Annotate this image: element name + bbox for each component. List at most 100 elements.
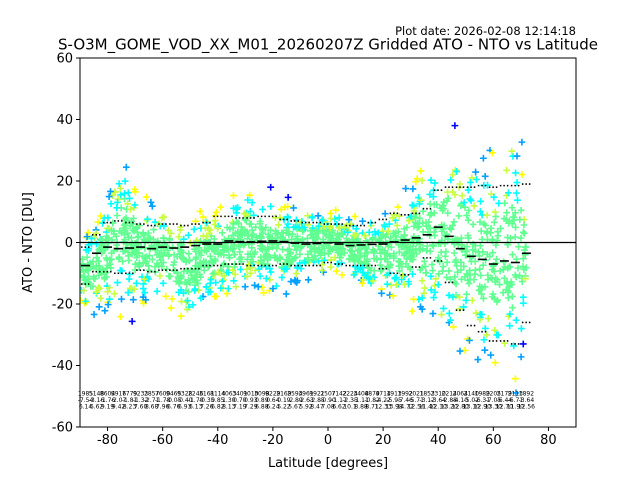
bin-stat-means: 0.85 xyxy=(211,397,225,404)
bin-stat-counts: 9010 xyxy=(243,391,258,398)
scatter-point xyxy=(488,235,496,243)
scatter-point xyxy=(352,225,360,233)
scatter-point xyxy=(381,210,389,218)
scatter-point xyxy=(467,258,475,265)
scatter-point xyxy=(105,284,113,292)
bin-stat-means: 0.19 xyxy=(277,397,291,404)
scatter-point xyxy=(232,283,240,291)
scatter-point xyxy=(296,250,304,258)
bin-stat-sigmas: 6.24 xyxy=(266,404,280,411)
scatter-point xyxy=(199,213,207,221)
bin-stat-means: -0.40 xyxy=(177,397,193,404)
scatter-point xyxy=(177,312,185,320)
scatter-point xyxy=(129,226,137,234)
scatter-point xyxy=(430,294,438,302)
scatter-point xyxy=(462,296,470,304)
scatter-point xyxy=(247,269,254,277)
bin-stat-counts: 4714 xyxy=(375,391,390,398)
scatter-point xyxy=(384,227,392,235)
scatter-point xyxy=(501,274,508,282)
scatter-point xyxy=(450,218,458,226)
scatter-point xyxy=(386,252,394,260)
scatter-point xyxy=(493,331,501,339)
bin-stat-sigmas: 8.23 xyxy=(123,404,137,411)
scatter-point xyxy=(97,294,105,302)
scatter-point xyxy=(117,191,125,199)
scatter-point xyxy=(420,289,428,297)
scatter-point xyxy=(145,266,153,274)
x-tick-label: -40 xyxy=(207,433,228,448)
scatter-point xyxy=(312,255,320,263)
scatter-point xyxy=(512,255,520,263)
scatter-point xyxy=(249,258,257,266)
bin-stat-sigmas: 5.67 xyxy=(288,404,302,411)
scatter-point xyxy=(177,286,185,294)
scatter-point xyxy=(113,212,121,219)
bin-stat-sigmas: 7.08 xyxy=(321,404,335,411)
scatter-point xyxy=(275,221,282,229)
bin-stat-sigmas: 13.10 xyxy=(463,404,480,411)
scatter-point xyxy=(217,203,224,211)
scatter-point xyxy=(131,249,139,257)
y-tick-label: 40 xyxy=(56,113,73,128)
scatter-point xyxy=(401,281,408,288)
scatter-point xyxy=(417,196,425,204)
scatter-point xyxy=(417,167,425,175)
scatter-point xyxy=(257,234,265,242)
scatter-point xyxy=(394,203,402,211)
x-axis-label: Latitude [degrees] xyxy=(268,456,388,471)
scatter-point xyxy=(453,262,461,270)
scatter-point xyxy=(196,208,204,215)
scatter-point xyxy=(332,206,340,214)
bin-stat-counts: 2224 xyxy=(342,391,357,398)
bin-stat-sigmas: 12.80 xyxy=(452,404,469,411)
bin-stat-means: -2.63 xyxy=(298,397,314,404)
scatter-point xyxy=(147,198,155,206)
scatter-point xyxy=(206,252,214,260)
scatter-point xyxy=(519,263,527,270)
scatter-point xyxy=(262,275,270,282)
scatter-point xyxy=(205,229,213,237)
scatter-point xyxy=(226,225,234,233)
scatter-point xyxy=(272,230,279,238)
y-tick-label: -40 xyxy=(52,359,73,374)
bin-stat-means: -5.71 xyxy=(408,397,424,404)
bin-stat-sigmas: 8.13 xyxy=(222,404,236,411)
scatter-point xyxy=(292,246,300,254)
scatter-point xyxy=(426,211,434,219)
scatter-point xyxy=(150,226,158,234)
scatter-point xyxy=(139,285,147,292)
scatter-point xyxy=(429,310,437,318)
scatter-point xyxy=(176,280,183,288)
scatter-point xyxy=(230,192,237,199)
scatter-point xyxy=(493,255,500,263)
scatter-point xyxy=(128,234,135,242)
scatter-point xyxy=(97,212,105,220)
scatter-point xyxy=(243,265,251,273)
bin-stat-sigmas: 5.92 xyxy=(299,404,313,411)
bin-stat-sigmas: 6.14 xyxy=(79,404,93,411)
scatter-point xyxy=(207,288,214,296)
scatter-point xyxy=(180,235,188,243)
scatter-point xyxy=(449,171,457,179)
scatter-point xyxy=(461,203,469,211)
scatter-point xyxy=(111,290,118,298)
scatter-point xyxy=(400,225,408,233)
scatter-point xyxy=(304,212,311,220)
scatter-point xyxy=(472,168,480,176)
scatter-point xyxy=(463,290,471,298)
scatter-point xyxy=(520,266,528,274)
scatter-point xyxy=(101,307,109,315)
bin-stat-counts: 2140 xyxy=(464,391,479,398)
scatter-point xyxy=(344,228,351,236)
scatter-point xyxy=(376,261,384,269)
bin-stat-sigmas: 6.93 xyxy=(178,404,192,411)
scatter-point xyxy=(445,291,453,299)
scatter-point xyxy=(440,305,447,312)
scatter-point xyxy=(430,242,437,250)
scatter-point xyxy=(229,231,237,239)
scatter-point xyxy=(159,279,167,287)
scatter-point xyxy=(491,208,499,216)
scatter-point xyxy=(411,213,419,221)
scatter-point xyxy=(163,242,171,250)
